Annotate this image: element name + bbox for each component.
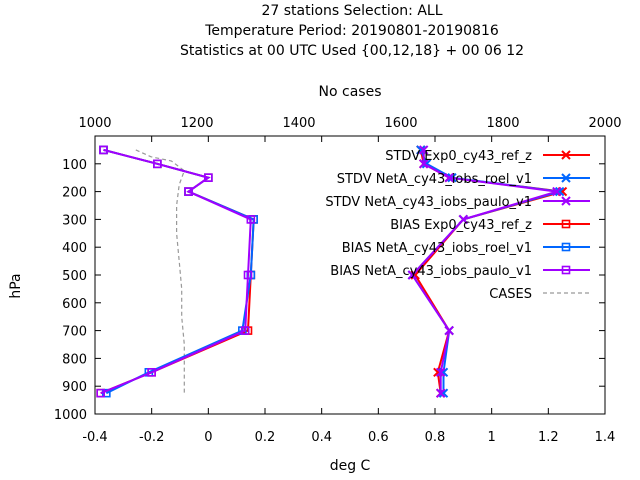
x2-tick-label: 1200 xyxy=(180,116,213,131)
x2-tick-label: 1000 xyxy=(78,116,111,131)
y-tick-labels: 100 200 300 400 500 600 700 800 900 1000 xyxy=(54,158,605,423)
point-marker xyxy=(561,150,571,160)
x2-tick-labels: 1000 1200 1400 1600 1800 2000 xyxy=(78,116,621,131)
point-marker xyxy=(554,186,565,197)
y-tick-label: 600 xyxy=(62,297,87,312)
y-tick-label: 700 xyxy=(62,325,87,340)
x-tick-label: 0.4 xyxy=(311,430,332,445)
point-marker xyxy=(243,270,253,280)
series-line xyxy=(135,149,186,394)
point-marker xyxy=(561,173,571,183)
series-2 xyxy=(407,145,562,398)
point-marker xyxy=(561,242,571,252)
chart-title: 27 stations Selection: ALL Temperature P… xyxy=(180,3,524,59)
legend-label: CASES xyxy=(489,287,532,302)
point-marker xyxy=(240,326,250,335)
point-marker xyxy=(435,367,446,378)
point-marker xyxy=(561,265,571,275)
y-tick-label: 400 xyxy=(62,241,87,256)
legend-label: STDV Exp0_cy43_ref_z xyxy=(385,149,532,164)
y-tick-label: 1000 xyxy=(54,408,87,423)
point-marker xyxy=(444,325,454,336)
x-tick-label: -0.2 xyxy=(139,430,164,445)
point-marker xyxy=(561,196,571,206)
point-marker xyxy=(552,186,562,197)
x-tick-label: 0.2 xyxy=(255,430,276,445)
x2-axis-label: No cases xyxy=(319,84,382,100)
x2-tick-label: 1400 xyxy=(282,116,315,131)
x-tick-labels: -0.4 -0.2 0 0.2 0.4 0.6 0.8 1 1.2 1.4 xyxy=(82,136,615,445)
point-marker xyxy=(435,388,446,398)
x-tick-label: -0.4 xyxy=(82,430,107,445)
point-marker xyxy=(153,159,162,169)
series-line xyxy=(100,148,255,395)
legend-label: STDV NetA_cy43_iobs_paulo_v1 xyxy=(325,195,532,210)
point-marker xyxy=(407,270,418,280)
point-marker xyxy=(561,219,571,229)
legend-label: BIAS Exp0_cy43_ref_z xyxy=(390,218,532,233)
y-tick-label: 900 xyxy=(62,380,87,395)
legend: STDV Exp0_cy43_ref_z STDV NetA_cy43_iobs_… xyxy=(325,149,590,302)
plot-area-border xyxy=(94,135,606,415)
legend-label: BIAS NetA_cy43_iobs_roel_v1 xyxy=(342,241,532,256)
x-tick-label: 0 xyxy=(204,430,212,445)
point-marker xyxy=(96,388,105,398)
series-4 xyxy=(99,145,258,398)
title-line-1: 27 stations Selection: ALL xyxy=(261,3,442,19)
y-tick-label: 100 xyxy=(62,158,87,173)
y-tick-label: 500 xyxy=(62,269,87,284)
series-6 xyxy=(135,149,186,394)
x-tick-label: 1.4 xyxy=(595,430,616,445)
point-marker xyxy=(421,159,432,169)
legend-label: STDV NetA_cy43_iobs_roel_v1 xyxy=(337,172,532,187)
point-marker xyxy=(418,159,429,169)
x2-tick-label: 2000 xyxy=(588,116,621,131)
point-marker xyxy=(246,215,256,224)
series-5 xyxy=(96,145,256,398)
y-tick-label: 200 xyxy=(62,186,87,201)
point-marker xyxy=(438,388,449,398)
point-marker xyxy=(410,270,420,280)
point-marker xyxy=(184,187,193,196)
series-line xyxy=(100,148,252,395)
series-layer xyxy=(96,145,568,398)
y-tick-label: 300 xyxy=(62,213,87,228)
title-line-2: Temperature Period: 20190801-20190816 xyxy=(204,23,499,39)
point-marker xyxy=(99,145,108,155)
point-marker xyxy=(458,214,469,225)
point-marker xyxy=(444,172,454,183)
x-tick-label: 0.6 xyxy=(368,430,389,445)
title-line-3: Statistics at 00 UTC Used {00,12,18} + 0… xyxy=(180,43,524,59)
point-marker xyxy=(204,173,213,182)
x-tick-label: 0.8 xyxy=(425,430,446,445)
x-tick-label: 1 xyxy=(488,430,496,445)
point-marker xyxy=(416,145,426,155)
point-marker xyxy=(147,367,156,377)
y-axis-label: hPa xyxy=(8,273,24,298)
legend-label: BIAS NetA_cy43_iobs_paulo_v1 xyxy=(330,264,532,279)
x2-tick-label: 1600 xyxy=(384,116,417,131)
point-marker xyxy=(418,145,429,155)
x2-tick-label: 1800 xyxy=(486,116,519,131)
y-tick-label: 800 xyxy=(62,352,87,367)
x-axis-label: deg C xyxy=(330,458,371,474)
x-tick-label: 1.2 xyxy=(538,430,559,445)
